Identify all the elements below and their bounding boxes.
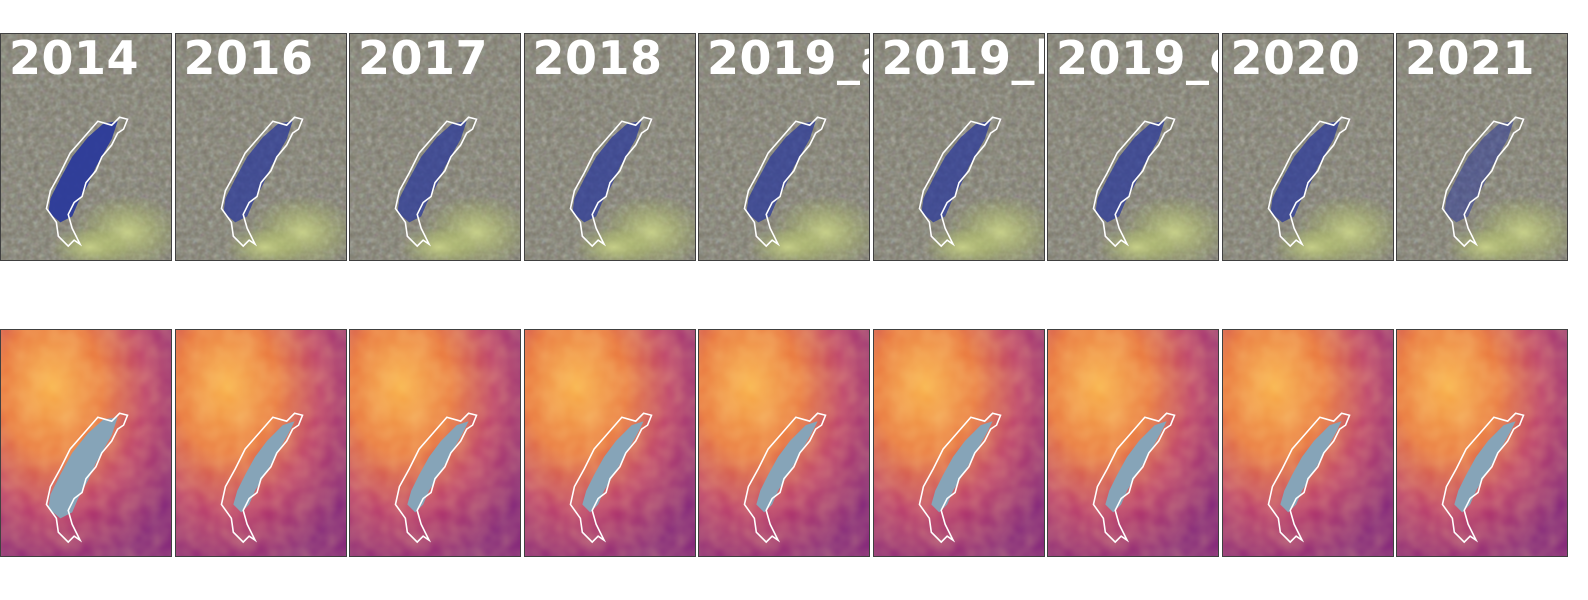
elevation-panel: [872, 329, 1045, 557]
elevation-panel: [174, 329, 347, 557]
elevation-map: [1, 330, 171, 556]
aerial-image: [1048, 34, 1218, 260]
elevation-map: [873, 330, 1044, 556]
aerial-image: [699, 34, 869, 260]
year-label: 2020: [1230, 33, 1361, 85]
elevation-map: [175, 330, 346, 556]
year-label: 2019_c: [1056, 33, 1218, 85]
elevation-panel: [0, 329, 172, 557]
elevation-map: [350, 330, 520, 556]
elevation-map: [1048, 330, 1218, 556]
elevation-panel: [1047, 329, 1219, 557]
year-label: 2014: [9, 33, 140, 85]
aerial-panel: 2021: [1396, 33, 1568, 261]
year-label: 2017: [358, 33, 489, 85]
aerial-panel: 2019_c: [1047, 33, 1219, 261]
aerial-image: [873, 34, 1044, 260]
aerial-image: [175, 34, 346, 260]
aerial-panel: 2016: [174, 33, 347, 261]
aerial-panel: 2018: [523, 33, 696, 261]
aerial-panel: 2019_b: [872, 33, 1045, 261]
aerial-panel: 2020: [1221, 33, 1394, 261]
elevation-panel: [1396, 329, 1568, 557]
aerial-panel: 2019_a: [698, 33, 870, 261]
aerial-image: [1, 34, 171, 260]
elevation-panel: [698, 329, 870, 557]
year-label: 2018: [532, 33, 663, 85]
elevation-panel: [1221, 329, 1394, 557]
elevation-map: [1397, 330, 1567, 556]
elevation-map: [699, 330, 869, 556]
elevation-map: [524, 330, 695, 556]
aerial-panel: 2017: [349, 33, 521, 261]
aerial-panel: 2014: [0, 33, 172, 261]
year-label: 2016: [183, 33, 314, 85]
aerial-image: [1397, 34, 1567, 260]
aerial-image: [350, 34, 520, 260]
aerial-image: [524, 34, 695, 260]
elevation-panel: [523, 329, 696, 557]
aerial-image: [1222, 34, 1393, 260]
year-label: 2019_a: [707, 33, 869, 85]
year-label: 2021: [1405, 33, 1536, 85]
elevation-panel: [349, 329, 521, 557]
elevation-map: [1222, 330, 1393, 556]
year-label: 2019_b: [881, 33, 1044, 85]
